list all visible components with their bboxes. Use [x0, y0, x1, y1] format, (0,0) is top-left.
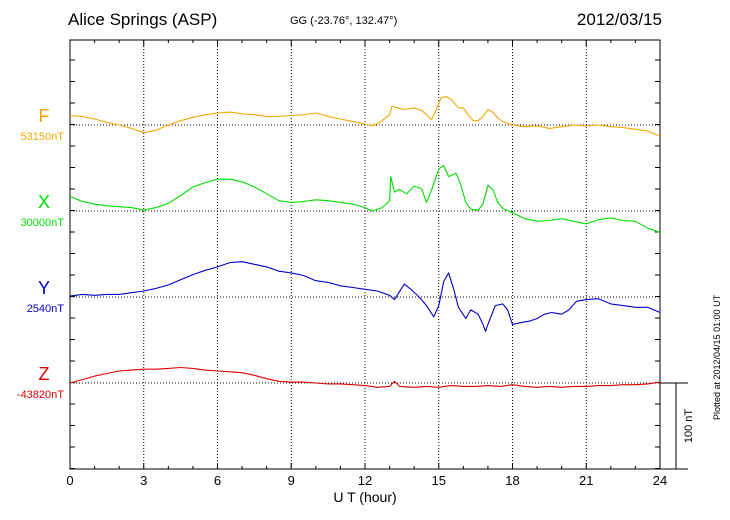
series-label-f: F [39, 106, 50, 126]
x-tick-label: 6 [214, 473, 221, 488]
plot-frame [69, 39, 661, 470]
x-tick-label: 12 [358, 473, 372, 488]
series-baseline-f: 53150nT [21, 131, 65, 143]
scale-bar-label: 100 nT [683, 409, 695, 444]
x-tick-label: 9 [288, 473, 295, 488]
plotted-timestamp: Plotted at 2012/04/15 01:00 UT [712, 294, 722, 420]
date-label: 2012/03/15 [576, 10, 662, 29]
x-tick-label: 0 [66, 473, 73, 488]
series-baseline-x: 30000nT [21, 217, 65, 229]
series-baseline-z: -43820nT [17, 389, 64, 401]
series-label-x: X [38, 192, 50, 212]
series-line-x [69, 164, 661, 234]
x-tick-label: 3 [140, 473, 147, 488]
station-title: Alice Springs (ASP) [68, 10, 218, 29]
station-coordinates: GG (-23.76°, 132.47°) [290, 15, 398, 27]
series-label-z: Z [39, 364, 50, 384]
x-tick-label: 15 [432, 473, 446, 488]
series-line-z [69, 366, 661, 388]
series-label-y: Y [38, 278, 50, 298]
series-line-y [69, 261, 661, 332]
x-tick-label: 18 [505, 473, 519, 488]
series-baseline-y: 2540nT [27, 303, 65, 315]
x-tick-label: 24 [653, 473, 667, 488]
x-tick-label: 21 [579, 473, 593, 488]
x-axis-label: U T (hour) [333, 489, 396, 505]
series-line-f [69, 96, 661, 137]
